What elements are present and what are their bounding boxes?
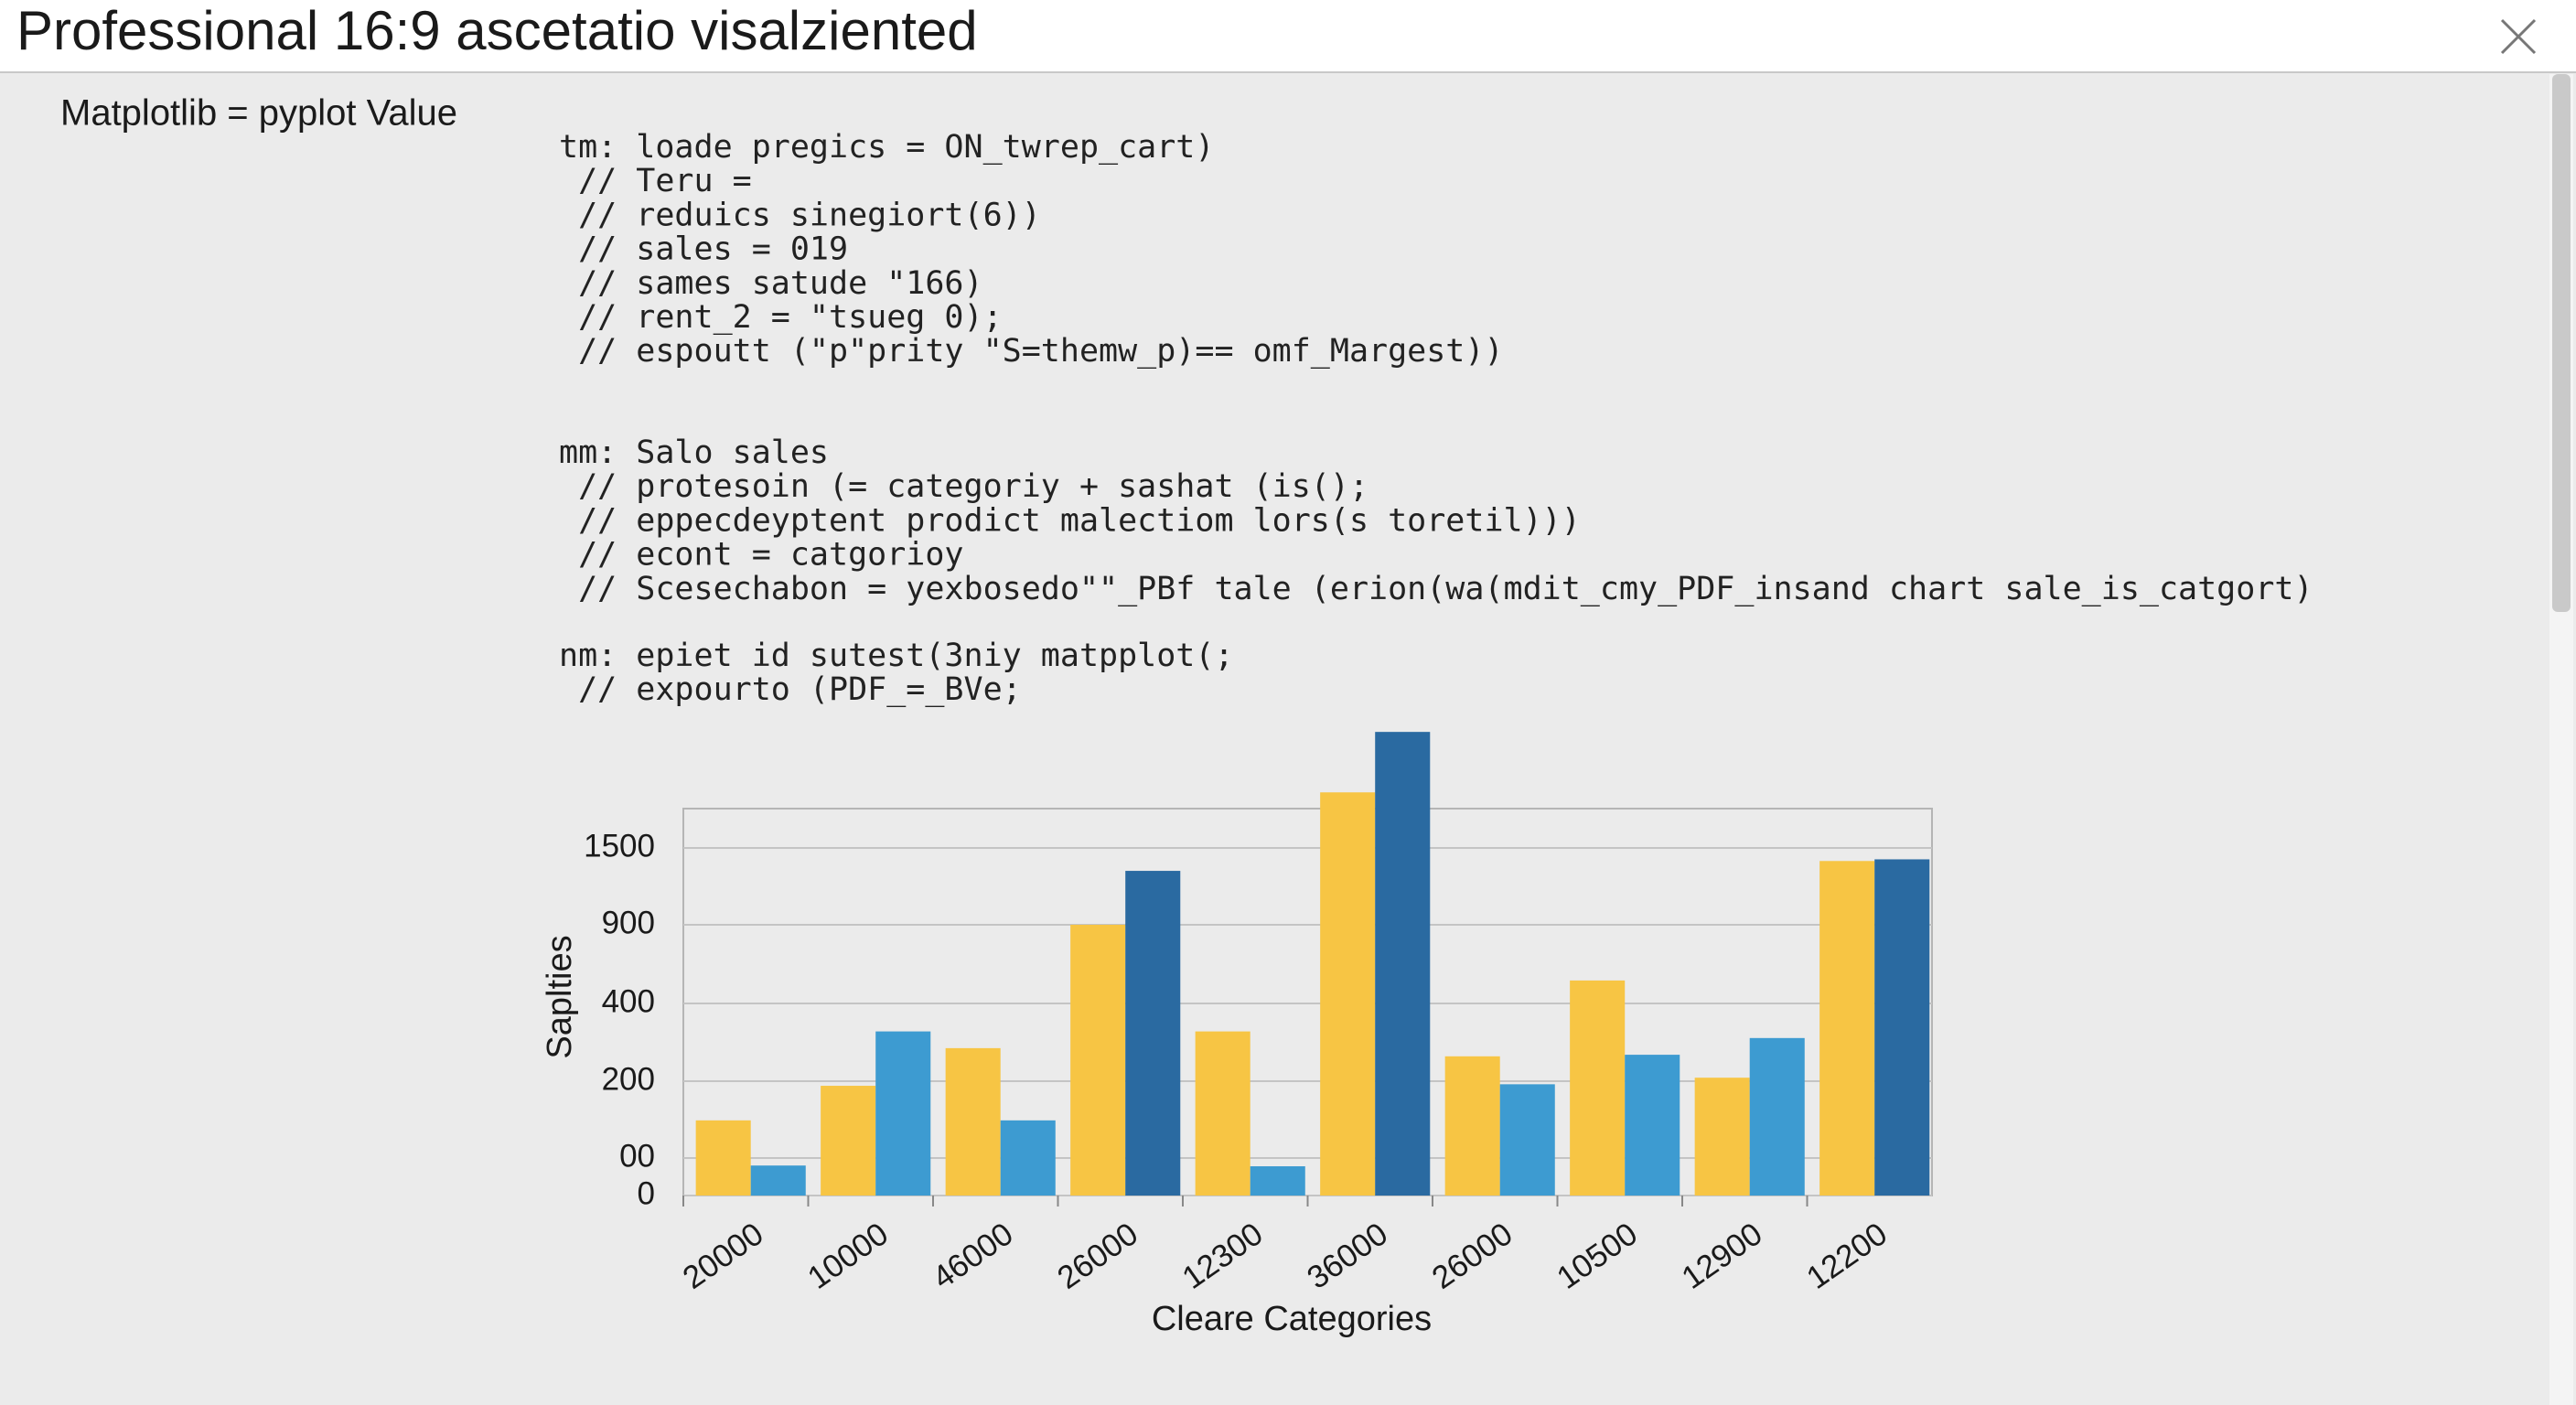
code-line: // rent_2 = "tsueg 0); bbox=[559, 299, 1003, 336]
code-line: // expourto (PDF_=_BVe; bbox=[559, 671, 1022, 708]
bar bbox=[1694, 1078, 1750, 1196]
bar bbox=[1819, 861, 1875, 1196]
code-line: mm: Salo sales bbox=[559, 434, 829, 471]
bar bbox=[821, 1086, 876, 1196]
code-line: tm: loade pregics = ON_twrep_cart) bbox=[559, 129, 1214, 166]
bar bbox=[1195, 1031, 1250, 1196]
code-line: // Teru = bbox=[559, 163, 752, 199]
code-line: nm: epiet id sutest(3niy matpplot(; bbox=[559, 638, 1234, 674]
code-line: // espoutt ("p"prity "S=themw_p)== omf_M… bbox=[559, 333, 1504, 370]
y-axis-label: Saplties bbox=[541, 935, 579, 1058]
header-label: Matplotlib = pyplot Value bbox=[60, 93, 457, 134]
bar bbox=[1625, 1055, 1680, 1196]
bar bbox=[945, 1047, 1001, 1196]
code-line: // econt = catgorioy bbox=[559, 537, 964, 574]
code-line: // protesoin (= categoriy + sashat (is()… bbox=[559, 468, 1368, 505]
bar bbox=[1250, 1166, 1305, 1196]
bar bbox=[1375, 732, 1431, 1196]
bar bbox=[1570, 980, 1626, 1196]
bar bbox=[1749, 1037, 1805, 1196]
title-bar bbox=[0, 0, 2576, 72]
y-tick-label: 400 bbox=[602, 983, 655, 1019]
x-axis-label: Cleare Categories bbox=[1152, 1300, 1432, 1338]
y-tick-label: 0 bbox=[638, 1175, 655, 1211]
code-line: // sales = 019 bbox=[559, 231, 848, 268]
code-line: // Scesechabon = yexbosedo""_PBf tale (e… bbox=[559, 571, 2313, 607]
close-button[interactable] bbox=[2500, 18, 2537, 55]
bar bbox=[750, 1165, 806, 1196]
bar bbox=[1874, 859, 1930, 1196]
y-tick-label: 900 bbox=[602, 905, 655, 940]
code-area: tm: loade pregics = ON_twrep_cart) // Te… bbox=[559, 129, 2313, 708]
y-tick-label: 1500 bbox=[584, 828, 655, 863]
bar bbox=[1320, 792, 1376, 1196]
window-title: Professional 16:9 ascetatio visalziented bbox=[16, 0, 978, 61]
y-tick-label: 00 bbox=[619, 1138, 655, 1174]
bar bbox=[1125, 871, 1181, 1196]
bar bbox=[1444, 1056, 1500, 1196]
code-line: // reduics sinegiort(6)) bbox=[559, 197, 1041, 233]
bar bbox=[1000, 1120, 1056, 1196]
scrollbar-thumb[interactable] bbox=[2552, 74, 2571, 612]
bar bbox=[1070, 925, 1126, 1196]
y-tick-label: 200 bbox=[602, 1061, 655, 1097]
bar bbox=[695, 1120, 751, 1196]
code-line: // eppecdeyptent prodict malectiom lors(… bbox=[559, 502, 1581, 539]
bar bbox=[875, 1031, 931, 1196]
bar bbox=[1499, 1084, 1555, 1196]
code-line: // sames satude "166) bbox=[559, 265, 983, 302]
